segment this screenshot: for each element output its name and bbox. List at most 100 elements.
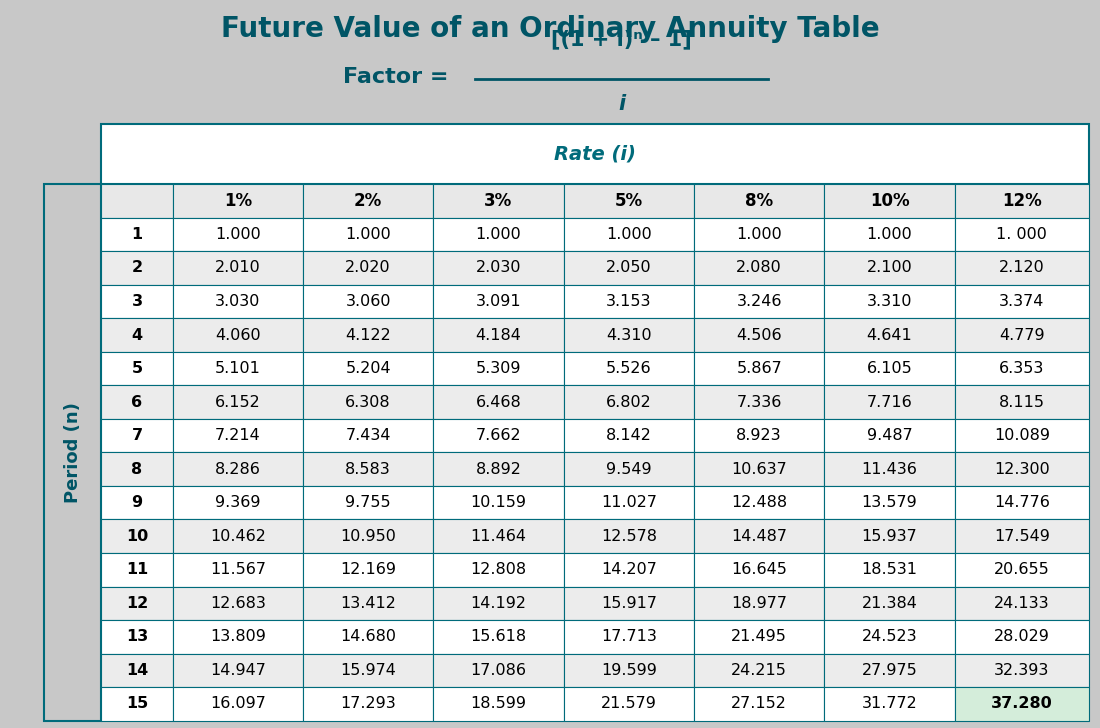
Text: 12.683: 12.683 [210,596,266,611]
Bar [433,553,563,587]
Text: 19.599: 19.599 [601,663,657,678]
Bar [955,520,1089,553]
Text: 7.336: 7.336 [737,395,782,410]
Text: 17.713: 17.713 [601,630,657,644]
Text: 3.310: 3.310 [867,294,912,309]
Bar [563,486,694,520]
Bar [173,218,302,251]
Text: 6: 6 [132,395,143,410]
Bar [302,486,433,520]
Bar [173,587,302,620]
Text: 15.937: 15.937 [861,529,917,544]
Bar [101,251,173,285]
Bar [433,419,563,452]
Bar [694,687,824,721]
Bar [302,251,433,285]
Bar [101,318,173,352]
Text: 2.120: 2.120 [999,261,1045,275]
Bar [173,285,302,318]
Bar [824,251,955,285]
Bar [433,218,563,251]
Bar [824,385,955,419]
Text: 11.567: 11.567 [210,562,266,577]
Bar [433,520,563,553]
Bar [101,184,173,218]
Bar [302,419,433,452]
Bar [433,620,563,654]
Bar [955,285,1089,318]
Text: 3.091: 3.091 [475,294,521,309]
Text: 15: 15 [125,697,148,711]
Text: 14.207: 14.207 [601,562,657,577]
Text: 5: 5 [132,361,143,376]
Text: 3.060: 3.060 [345,294,390,309]
Text: 12.808: 12.808 [471,562,527,577]
Bar [433,587,563,620]
Text: 9.755: 9.755 [345,495,390,510]
Text: 3.030: 3.030 [216,294,261,309]
Bar [694,285,824,318]
Text: 31.772: 31.772 [861,697,917,711]
Text: 3.153: 3.153 [606,294,651,309]
Text: 5.526: 5.526 [606,361,651,376]
Bar [101,385,173,419]
Bar [173,654,302,687]
Bar [433,352,563,385]
Text: 6.105: 6.105 [867,361,912,376]
Text: 16.097: 16.097 [210,697,266,711]
Text: 4.310: 4.310 [606,328,651,343]
Bar [173,184,302,218]
Text: 10.462: 10.462 [210,529,266,544]
Bar [955,251,1089,285]
Bar [101,553,173,587]
Text: 8.142: 8.142 [606,428,652,443]
Text: 11.027: 11.027 [601,495,657,510]
Bar [955,385,1089,419]
Bar [824,352,955,385]
Text: 5.867: 5.867 [736,361,782,376]
Text: 7: 7 [132,428,143,443]
Text: 1.000: 1.000 [606,227,651,242]
Bar [955,184,1089,218]
Bar [101,654,173,687]
Bar [173,251,302,285]
Text: 14.192: 14.192 [471,596,527,611]
Text: 9.369: 9.369 [214,495,261,510]
Bar [563,687,694,721]
Text: 15.974: 15.974 [340,663,396,678]
Text: 1.000: 1.000 [345,227,390,242]
Text: 14.680: 14.680 [340,630,396,644]
Text: 11: 11 [125,562,148,577]
Text: 8.892: 8.892 [475,462,521,477]
Text: 24.215: 24.215 [732,663,788,678]
Bar [101,520,173,553]
Text: 20.655: 20.655 [994,562,1049,577]
Bar [433,251,563,285]
Bar [694,318,824,352]
Text: 5.309: 5.309 [475,361,521,376]
Bar [694,587,824,620]
Bar [694,486,824,520]
Bar [824,520,955,553]
Text: 10.637: 10.637 [732,462,786,477]
Bar [433,687,563,721]
Bar [824,218,955,251]
Text: 3%: 3% [484,192,513,210]
Bar [824,553,955,587]
Bar [694,553,824,587]
Bar [694,654,824,687]
Text: 6.802: 6.802 [606,395,651,410]
Text: 18.531: 18.531 [861,562,917,577]
Bar [694,218,824,251]
Bar [302,452,433,486]
Text: 7.214: 7.214 [214,428,261,443]
Text: 10: 10 [125,529,148,544]
Text: 24.133: 24.133 [994,596,1049,611]
Text: 18.977: 18.977 [732,596,788,611]
Bar [694,620,824,654]
Bar [302,520,433,553]
Text: 24.523: 24.523 [861,630,917,644]
Text: 13.412: 13.412 [340,596,396,611]
Bar [302,687,433,721]
Bar [824,318,955,352]
